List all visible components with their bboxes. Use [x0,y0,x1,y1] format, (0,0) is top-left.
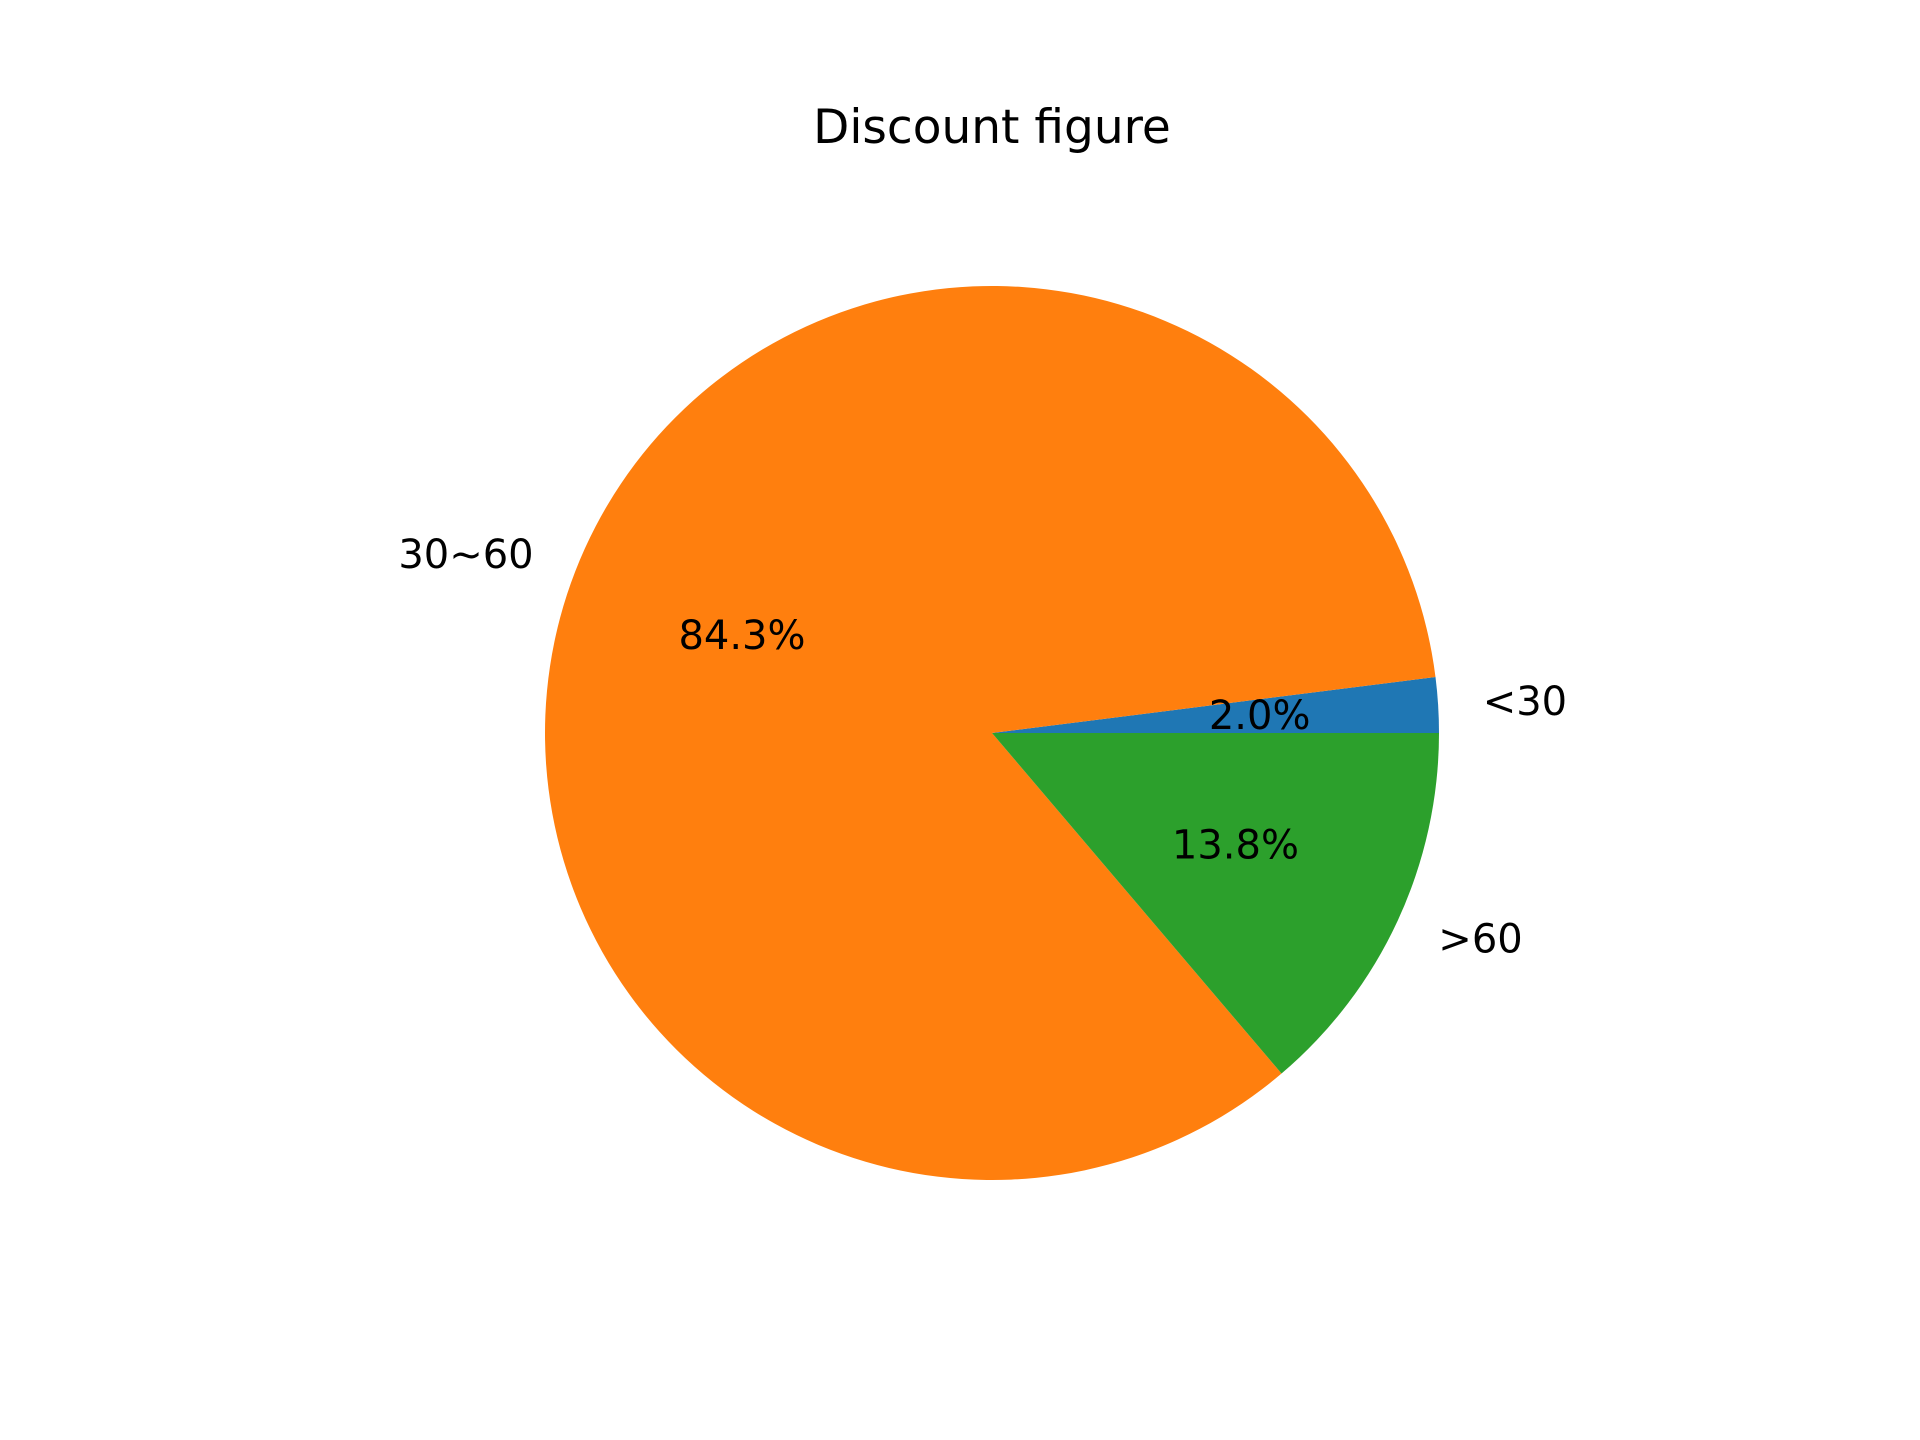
pie-slices [544,286,1439,1181]
pie-labels: <30 30~60 >60 2.0% 84.3% 13.8% [398,532,1567,962]
slice-category-label: >60 [1438,916,1522,962]
chart-title: Discount figure [813,100,1171,155]
slice-category-label: <30 [1483,679,1567,725]
pie-slice-3 [992,733,1439,1074]
slice-percent-label: 2.0% [1209,693,1311,739]
slice-percent-label: 13.8% [1172,823,1299,869]
pie-slice-2 [544,286,1436,1181]
pie-slice-1 [992,677,1439,733]
slice-category-label: 30~60 [398,532,533,578]
slice-percent-label: 84.3% [678,613,805,659]
